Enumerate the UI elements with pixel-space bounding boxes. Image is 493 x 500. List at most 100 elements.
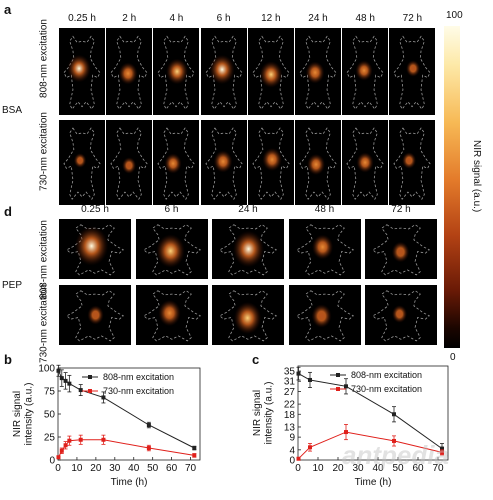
series-line-1 <box>58 439 195 458</box>
panel-a-group-label: BSA <box>2 105 23 116</box>
panel-d-cell-730-4 <box>365 285 437 345</box>
panel-a-time-label: 0.25 h <box>68 13 96 24</box>
y-tick-label: 75 <box>44 387 56 398</box>
data-point <box>59 448 64 453</box>
colorbar-min-label: 0 <box>450 352 456 363</box>
panel-b-letter: b <box>4 352 12 367</box>
panel-a-letter: a <box>4 2 12 17</box>
panel-a-cell-808-4 <box>247 28 294 115</box>
data-point <box>392 438 396 443</box>
panel-a-cell-808-2 <box>153 28 200 115</box>
x-tick-label: 30 <box>352 463 364 474</box>
panel-a-cell-730-2 <box>153 120 200 205</box>
panel-d-cell-808-2 <box>212 219 284 279</box>
panel-a-cell-730-1 <box>106 120 153 205</box>
panel-a-time-label: 6 h <box>216 13 231 24</box>
data-point <box>78 388 83 393</box>
x-tick-label: 10 <box>71 463 83 474</box>
data-point <box>101 395 106 400</box>
data-point <box>63 378 68 383</box>
x-tick-label: 50 <box>392 463 404 474</box>
panel-d-cell-808-4 <box>365 219 437 279</box>
data-point <box>78 437 83 442</box>
x-tick-label: 10 <box>312 463 324 474</box>
y-tick-label: 9 <box>289 433 295 444</box>
y-tick-label: 25 <box>44 433 56 444</box>
data-point <box>308 377 312 382</box>
data-point <box>101 437 106 442</box>
y-tick-label: 100 <box>38 364 55 375</box>
y-tick-label: 35 <box>284 367 296 378</box>
y-tick-label: 31 <box>284 377 296 388</box>
panel-a-cell-730-0 <box>59 120 105 205</box>
colorbar-title: NIR signal (a.u.) <box>471 140 482 213</box>
legend-label: 730-nm excitation <box>103 386 174 396</box>
data-point <box>56 455 61 460</box>
panel-d-time-label: 72 h <box>391 204 411 215</box>
panel-a-time-label: 72 h <box>402 13 423 24</box>
panel-a-cell-808-1 <box>106 28 153 115</box>
data-point <box>192 453 197 458</box>
legend-marker <box>336 387 340 391</box>
watermark-logo: antpedia <box>342 440 449 470</box>
data-point <box>146 446 151 451</box>
x-axis-label: Time (h) <box>355 477 392 488</box>
x-tick-label: 50 <box>147 463 159 474</box>
panel-a-cell-730-4 <box>247 120 294 205</box>
data-point <box>296 456 301 461</box>
data-point <box>308 445 312 450</box>
legend-label: 808-nm excitation <box>103 372 174 382</box>
series-line-0 <box>58 370 195 449</box>
y-axis-label: NIR signalintensity (a.u.) <box>12 383 35 446</box>
panel-d-time-label: 24 h <box>238 204 258 215</box>
plot-frame <box>297 365 449 461</box>
data-point <box>67 381 72 386</box>
x-tick-label: 40 <box>128 463 140 474</box>
panel-d-cell-808-1 <box>135 219 208 279</box>
data-point <box>67 438 72 443</box>
colorbar-max-label: 100 <box>446 10 463 21</box>
panel-d-cell-808-3 <box>288 219 361 279</box>
x-tick-label: 60 <box>166 463 178 474</box>
data-point <box>59 376 64 381</box>
panel-a-cell-808-7 <box>389 28 436 115</box>
data-point <box>344 430 348 435</box>
x-tick-label: 20 <box>90 463 102 474</box>
y-tick-label: 13 <box>284 422 296 433</box>
data-point <box>392 412 396 417</box>
panel-d-time-label: 48 h <box>314 204 335 215</box>
x-tick-label: 40 <box>372 463 384 474</box>
panel-d-cell-730-3 <box>288 285 361 345</box>
panel-a-cell-808-0 <box>59 28 105 115</box>
panel-a-time-label: 4 h <box>169 13 184 24</box>
x-tick-label: 0 <box>55 463 61 474</box>
panel-b-chart: 0 10 20 30 40 50 60 70 0 25 50 75 100 Time (h) NIR sig… <box>12 364 201 488</box>
data-point <box>296 371 301 376</box>
panel-c-letter: c <box>252 352 260 367</box>
x-axis-label: Time (h) <box>111 477 148 488</box>
x-tick-label: 60 <box>412 463 424 474</box>
y-tick-label: 50 <box>44 410 56 421</box>
legend-label: 730-nm excitation <box>351 384 422 394</box>
panel-a-time-label: 12 h <box>261 13 281 24</box>
panel-d-cell-808-0 <box>59 219 131 279</box>
panel-a-cell-730-3 <box>200 120 247 205</box>
panel-a-cell-808-6 <box>342 28 389 115</box>
panel-a-cell-808-3 <box>200 28 247 115</box>
data-point <box>146 423 151 428</box>
panel-a-cell-730-7 <box>389 120 436 205</box>
panel-d-cell-730-1 <box>135 285 208 345</box>
y-tick-label: 22 <box>284 400 296 411</box>
y-tick-label: 0 <box>289 456 295 467</box>
panel-a-cell-730-5 <box>295 120 341 205</box>
legend-marker <box>88 389 92 393</box>
panel-a-time-label: 2 h <box>122 13 137 24</box>
panel-a-row-label-808: 808-nm excitation <box>38 19 50 98</box>
legend-marker <box>88 375 92 379</box>
legend-label: 808-nm excitation <box>351 370 422 380</box>
x-tick-label: 0 <box>295 463 301 474</box>
data-point <box>192 446 197 451</box>
y-axis-label: NIR signalintensity (a.u.) <box>252 382 275 445</box>
panel-a-cell-730-6 <box>342 120 389 205</box>
